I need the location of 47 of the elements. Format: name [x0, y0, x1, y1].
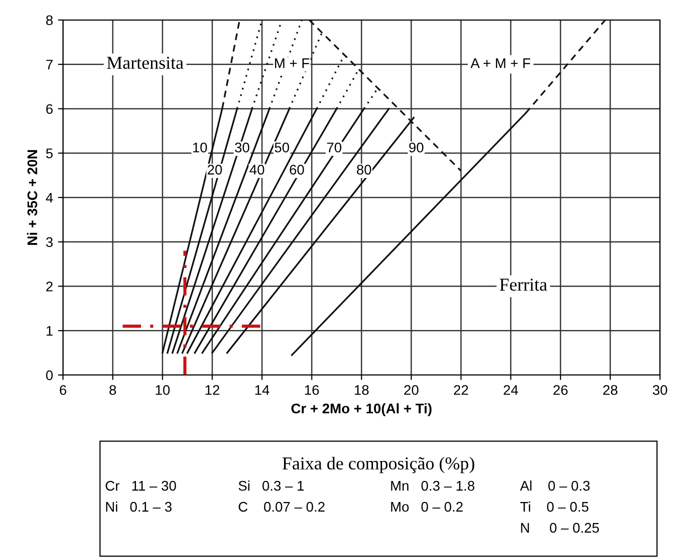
x-tick-label: 26 [553, 385, 568, 395]
x-tick-label: 30 [652, 385, 668, 395]
y-tick-label: 0 [46, 370, 53, 380]
y-tick-label: 7 [46, 60, 53, 70]
y-tick-label: 4 [46, 192, 53, 203]
annotation: Martensita [107, 56, 184, 69]
annotation: M + F [275, 58, 310, 68]
y-tick-label: 1 [46, 326, 53, 336]
text: Ni 0.1 – 3 [106, 502, 172, 512]
x-tick-label: 8 [109, 385, 116, 395]
text: Mo 0 – 0.2 [391, 502, 463, 512]
text: C 0.07 – 0.2 [238, 502, 325, 512]
x-tick-label: 10 [156, 385, 170, 395]
x-tick-label: 24 [504, 385, 518, 395]
x-tick-label: 12 [206, 385, 220, 395]
text: Al 0 – 0.3 [520, 480, 590, 491]
annotation: 60 [290, 164, 304, 175]
text: N 0 – 0.25 [521, 522, 599, 533]
y-axis-title: Ni + 35C + 20N [27, 150, 38, 245]
y-tick-label: 6 [46, 104, 53, 114]
x-tick-label: 28 [603, 385, 618, 395]
x-tick-label: 20 [404, 385, 418, 395]
y-tick-label: 8 [46, 15, 53, 26]
annotation: 80 [356, 164, 372, 175]
x-tick-label: 16 [305, 385, 319, 395]
x-tick-label: 6 [60, 385, 66, 395]
x-tick-label: 14 [255, 385, 270, 395]
y-tick-label: 2 [46, 282, 53, 292]
x-axis-title: Cr + 2Mo + 10(Al + Ti) [291, 403, 432, 416]
annotation: 20 [208, 164, 222, 175]
text: Cr 11 – 30 [106, 480, 176, 491]
x-tick-label: 18 [354, 385, 369, 395]
annotation: 30 [234, 142, 250, 152]
annotation: Ferrita [500, 278, 548, 291]
annotation: 10 [193, 142, 207, 152]
annotation: 40 [250, 164, 264, 175]
text: Faixa de composição (%p) [282, 456, 474, 474]
y-tick-label: 3 [46, 237, 53, 248]
annotation: A + M + F [470, 58, 530, 68]
y-tick-label: 5 [46, 148, 53, 158]
annotation: 90 [409, 142, 424, 152]
text: Si 0.3 – 1 [238, 480, 304, 491]
annotation: 70 [327, 142, 342, 152]
x-tick-label: 22 [454, 385, 468, 395]
annotation: 50 [274, 142, 290, 152]
text: Ti 0 – 0.5 [520, 502, 588, 512]
text: Mn 0.3 – 1.8 [391, 480, 474, 491]
